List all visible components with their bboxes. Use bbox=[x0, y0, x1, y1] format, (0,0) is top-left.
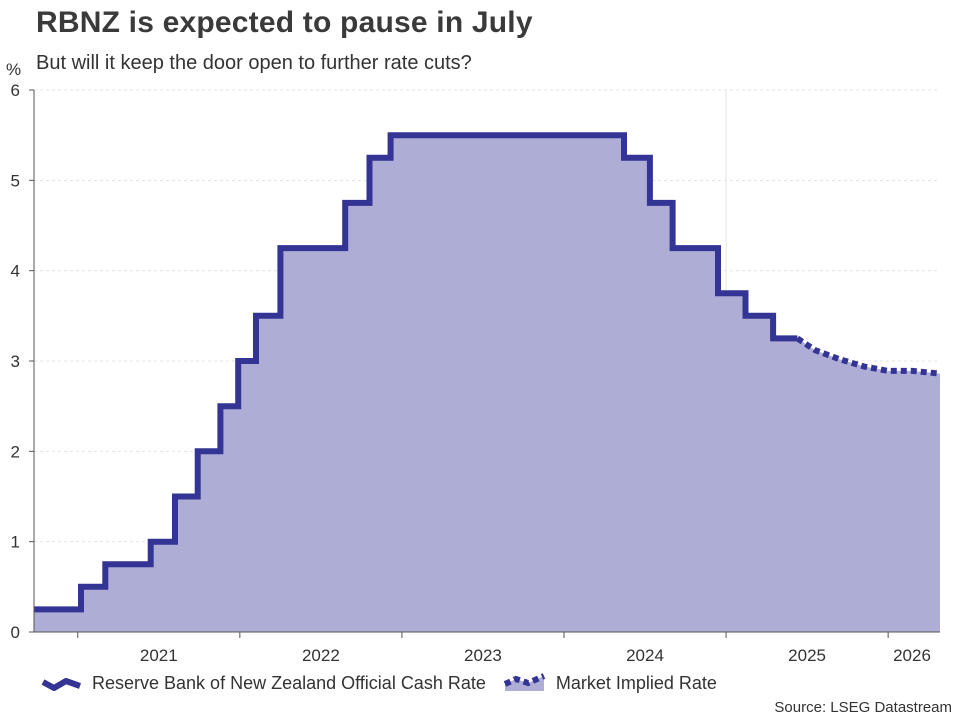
x-tick-label: 2022 bbox=[302, 646, 340, 665]
x-tick-label: 2025 bbox=[788, 646, 826, 665]
y-tick-label: 5 bbox=[11, 171, 20, 190]
x-tick-label: 2021 bbox=[140, 646, 178, 665]
x-tick-label: 2026 bbox=[893, 646, 931, 665]
source-note: Source: LSEG Datastream bbox=[774, 699, 952, 716]
chart-title: RBNZ is expected to pause in July bbox=[36, 6, 533, 39]
chart-subtitle: But will it keep the door open to furthe… bbox=[36, 52, 472, 74]
legend: Reserve Bank of New Zealand Official Cas… bbox=[40, 670, 733, 696]
legend-label-market-implied-rate: Market Implied Rate bbox=[555, 672, 717, 693]
legend-label-official-cash-rate: Reserve Bank of New Zealand Official Cas… bbox=[92, 672, 486, 693]
y-tick-label: 4 bbox=[11, 262, 20, 281]
y-tick-label: 1 bbox=[11, 533, 20, 552]
y-tick-labels: 0 1 2 3 4 5 6 bbox=[11, 81, 20, 642]
y-tick-label: 2 bbox=[11, 442, 20, 461]
y-tick-label: 0 bbox=[11, 623, 20, 642]
y-tick-label: 3 bbox=[11, 352, 20, 371]
legend-swatch-dotted-icon bbox=[503, 673, 546, 691]
legend-item-official-cash-rate: Reserve Bank of New Zealand Official Cas… bbox=[40, 673, 486, 694]
series-line-market-implied-rate bbox=[795, 335, 941, 377]
legend-item-market-implied-rate: Market Implied Rate bbox=[502, 672, 717, 694]
x-tick-label: 2024 bbox=[626, 646, 664, 665]
rate-area-fill bbox=[34, 135, 940, 632]
x-tick-label: 2023 bbox=[464, 646, 502, 665]
y-tick-label: 6 bbox=[11, 81, 20, 100]
x-tick-labels: 2021 2022 2023 2024 2025 2026 bbox=[140, 646, 931, 665]
series-line-official-cash-rate bbox=[34, 132, 798, 613]
axes bbox=[29, 89, 940, 638]
y-axis-unit: % bbox=[6, 60, 22, 79]
legend-swatch-solid-icon bbox=[41, 678, 82, 691]
